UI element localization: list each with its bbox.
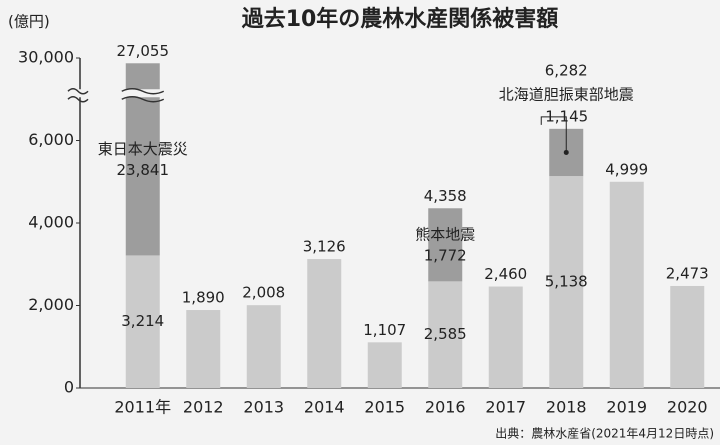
bar-segment [488, 286, 523, 388]
axis-break [121, 88, 165, 95]
x-tick-label: 2018 [546, 398, 587, 417]
y-tick-label: 6,000 [28, 130, 74, 149]
value-label: 2,585 [424, 325, 467, 343]
axis-break [67, 96, 89, 103]
value-label: 3,126 [303, 238, 346, 256]
bar-segment [428, 208, 463, 282]
axis-break [121, 96, 165, 103]
total-label: 6,282 [545, 61, 588, 79]
bar-segment [367, 342, 402, 388]
x-tick-label: 2017 [485, 398, 526, 417]
source: 出典：農林水産省(2021年4月12日時点) [495, 426, 714, 441]
y-tick-label: 0 [64, 378, 74, 397]
x-tick-label: 2020 [667, 398, 708, 417]
bar-segment [307, 259, 342, 388]
bar-segment [186, 310, 221, 388]
value-label: 1,890 [182, 289, 225, 307]
value-label: 23,841 [117, 161, 170, 179]
x-tick-label: 2015 [364, 398, 405, 417]
y-tick-label: 4,000 [28, 213, 74, 232]
value-label: 2,473 [666, 264, 709, 282]
x-tick-label: 2014 [304, 398, 345, 417]
value-label: 2,460 [484, 265, 527, 283]
leader-line [540, 116, 567, 153]
bar-segment [549, 176, 584, 388]
total-label: 4,358 [424, 187, 467, 205]
x-tick-label: 2016 [425, 398, 466, 417]
bar-segment [670, 285, 705, 388]
x-tick-label: 2013 [243, 398, 284, 417]
value-label: 2,008 [242, 284, 285, 302]
value-label: 3,214 [121, 312, 164, 330]
bar-segment [609, 181, 644, 388]
value-label: 1,107 [363, 321, 406, 339]
segment-annotation: 北海道胆振東部地震 [499, 85, 634, 103]
y-axis-label: (億円) [8, 13, 50, 31]
x-tick-label: 2012 [183, 398, 224, 417]
value-label: 4,999 [605, 160, 648, 178]
axis-break-gap [68, 89, 88, 98]
segment-annotation: 熊本地震 [415, 225, 475, 243]
value-label: 5,138 [545, 273, 588, 291]
y-tick-label: 2,000 [28, 295, 74, 314]
bar-segment [428, 281, 463, 388]
x-tick-label: 2011年 [114, 398, 171, 417]
axis-break-gap [121, 89, 164, 98]
y-tick-label: 30,000 [18, 48, 74, 67]
bar-segment [246, 305, 281, 388]
bar-segment [125, 255, 160, 388]
plot: 0 2,000 4,000 6,000 30,000 2011年 3,214 東日本大震災 23… [18, 42, 720, 417]
value-label: 1,772 [424, 246, 467, 264]
axis-break [67, 88, 89, 95]
segment-annotation: 東日本大震災 [98, 140, 188, 158]
value-label: 1,145 [545, 107, 588, 125]
total-label: 27,055 [117, 42, 170, 60]
chart-title: 過去10年の農林水産関係被害額 [242, 6, 559, 32]
x-tick-label: 2019 [606, 398, 647, 417]
